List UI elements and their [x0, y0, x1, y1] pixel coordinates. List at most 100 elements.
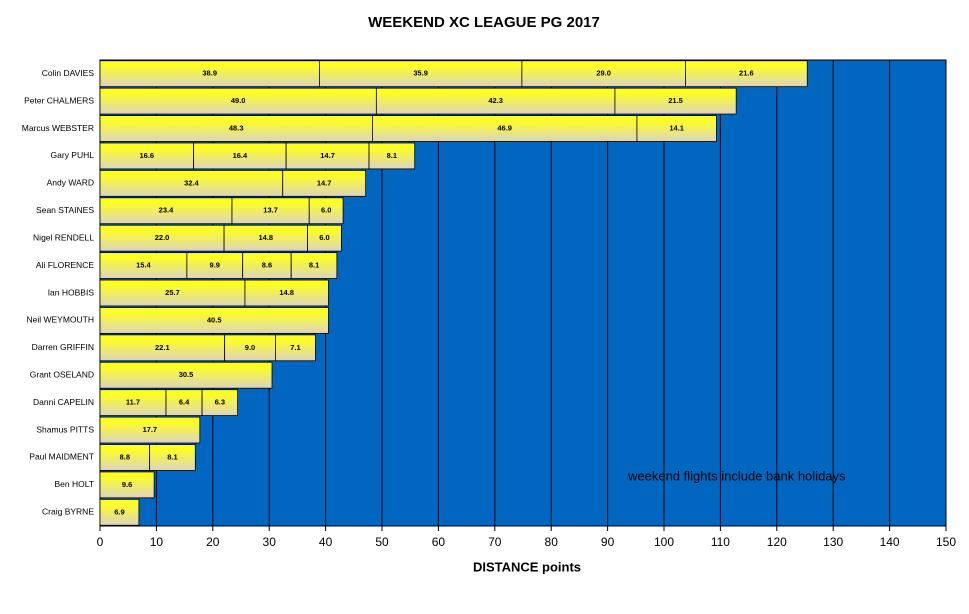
- value-label: 14.1: [669, 124, 684, 133]
- value-label: 22.1: [155, 343, 170, 352]
- bar-segment: [99, 334, 226, 362]
- value-label: 35.9: [413, 69, 428, 78]
- bar-segment: [275, 334, 316, 362]
- y-tick-label: Shamus PITTS: [36, 424, 94, 434]
- value-label: 14.7: [320, 151, 335, 160]
- bar-segment: [99, 307, 329, 334]
- bar-segment: [685, 60, 808, 88]
- x-tick-label: 10: [150, 535, 164, 549]
- value-label: 38.9: [202, 69, 217, 78]
- bar-segment: [244, 279, 329, 307]
- y-tick-label: Colin DAVIES: [42, 68, 95, 78]
- x-tick-label: 150: [936, 535, 956, 549]
- x-tick-label: 40: [319, 535, 333, 549]
- value-label: 23.4: [159, 206, 174, 215]
- value-label: 13.7: [263, 206, 278, 215]
- bar-segment: [99, 252, 188, 279]
- value-label: 42.3: [488, 96, 503, 105]
- value-label: 17.7: [143, 425, 158, 434]
- bar-segment: [290, 252, 338, 279]
- y-tick-label: Craig BYRNE: [42, 507, 94, 517]
- bar-segment: [99, 60, 320, 88]
- value-label: 40.5: [207, 315, 222, 324]
- y-tick-label: Neil WEYMOUTH: [26, 315, 94, 325]
- y-tick-label: Grant OSELAND: [30, 369, 94, 379]
- value-label: 8.6: [262, 261, 272, 270]
- x-tick-label: 50: [375, 535, 389, 549]
- bar-segment: [223, 224, 308, 252]
- value-label: 14.8: [279, 288, 294, 297]
- y-tick-label: Danni CAPELIN: [33, 397, 94, 407]
- x-tick-label: 90: [601, 535, 615, 549]
- value-label: 49.0: [231, 96, 246, 105]
- x-tick-label: 0: [97, 535, 104, 549]
- value-label: 6.0: [319, 233, 329, 242]
- bar-segment: [99, 224, 225, 252]
- y-tick-label: Nigel RENDELL: [33, 232, 94, 242]
- y-tick-label: Sean STAINES: [36, 205, 94, 215]
- value-label: 9.9: [210, 261, 220, 270]
- bar-segment: [186, 252, 244, 279]
- bar-segment: [99, 416, 201, 444]
- bar-segment: [308, 197, 344, 225]
- x-tick-label: 80: [545, 535, 559, 549]
- annotation: weekend flights include bank holidays: [627, 468, 846, 483]
- value-label: 21.5: [668, 96, 683, 105]
- value-label: 6.4: [179, 398, 190, 407]
- value-label: 9.6: [122, 480, 132, 489]
- x-axis-label: DISTANCE points: [473, 559, 581, 574]
- bar-segment: [99, 389, 167, 417]
- bar-segment: [375, 87, 616, 115]
- value-label: 15.4: [136, 261, 151, 270]
- bar-segment: [224, 334, 276, 362]
- x-tick-label: 110: [711, 535, 730, 549]
- y-tick-label: Marcus WEBSTER: [22, 123, 94, 133]
- bar-segment: [99, 197, 233, 225]
- value-label: 6.9: [114, 507, 124, 516]
- value-label: 11.7: [126, 398, 140, 407]
- y-tick-label: Darren GRIFFIN: [32, 342, 94, 352]
- bar-segment: [614, 87, 737, 115]
- value-label: 8.1: [309, 261, 319, 270]
- bar-segment: [521, 60, 686, 88]
- x-tick-label: 60: [432, 535, 446, 549]
- value-label: 6.0: [321, 206, 331, 215]
- x-tick-label: 120: [767, 535, 787, 549]
- bar-segment: [99, 498, 140, 526]
- y-tick-label: Paul MAIDMENT: [29, 452, 94, 462]
- x-tick-label: 70: [488, 535, 502, 549]
- bar-segment: [201, 389, 239, 417]
- x-tick-label: 30: [263, 535, 277, 549]
- value-label: 32.4: [184, 178, 199, 187]
- value-label: 8.1: [167, 452, 177, 461]
- y-tick-label: Ben HOLT: [54, 479, 94, 489]
- bar-segment: [318, 60, 523, 88]
- value-label: 48.3: [229, 124, 244, 133]
- y-tick-label: Ian HOBBIS: [48, 287, 95, 297]
- value-label: 25.7: [165, 288, 180, 297]
- value-label: 29.0: [596, 69, 611, 78]
- x-tick-label: 130: [823, 535, 843, 549]
- value-label: 8.1: [387, 151, 397, 160]
- x-tick-label: 20: [206, 535, 220, 549]
- chart-title: WEEKEND XC LEAGUE PG 2017: [368, 14, 600, 31]
- y-tick-label: Peter CHALMERS: [24, 95, 94, 105]
- value-label: 6.3: [215, 398, 225, 407]
- x-tick-label: 100: [654, 535, 674, 549]
- x-tick-label: 140: [880, 535, 900, 549]
- value-label: 14.7: [317, 178, 332, 187]
- value-label: 30.5: [179, 370, 194, 379]
- value-label: 7.1: [290, 343, 300, 352]
- bar-segment: [99, 142, 195, 170]
- bar-segment: [149, 444, 196, 471]
- bar-segment: [636, 115, 717, 142]
- bar-segment: [165, 389, 203, 417]
- bar-segment: [99, 87, 377, 115]
- bar-segment: [242, 252, 292, 279]
- value-label: 8.8: [120, 452, 130, 461]
- value-label: 14.8: [259, 233, 274, 242]
- y-tick-label: Andy WARD: [47, 178, 94, 188]
- y-tick-label: Gary PUHL: [51, 150, 95, 160]
- value-label: 9.0: [245, 343, 255, 352]
